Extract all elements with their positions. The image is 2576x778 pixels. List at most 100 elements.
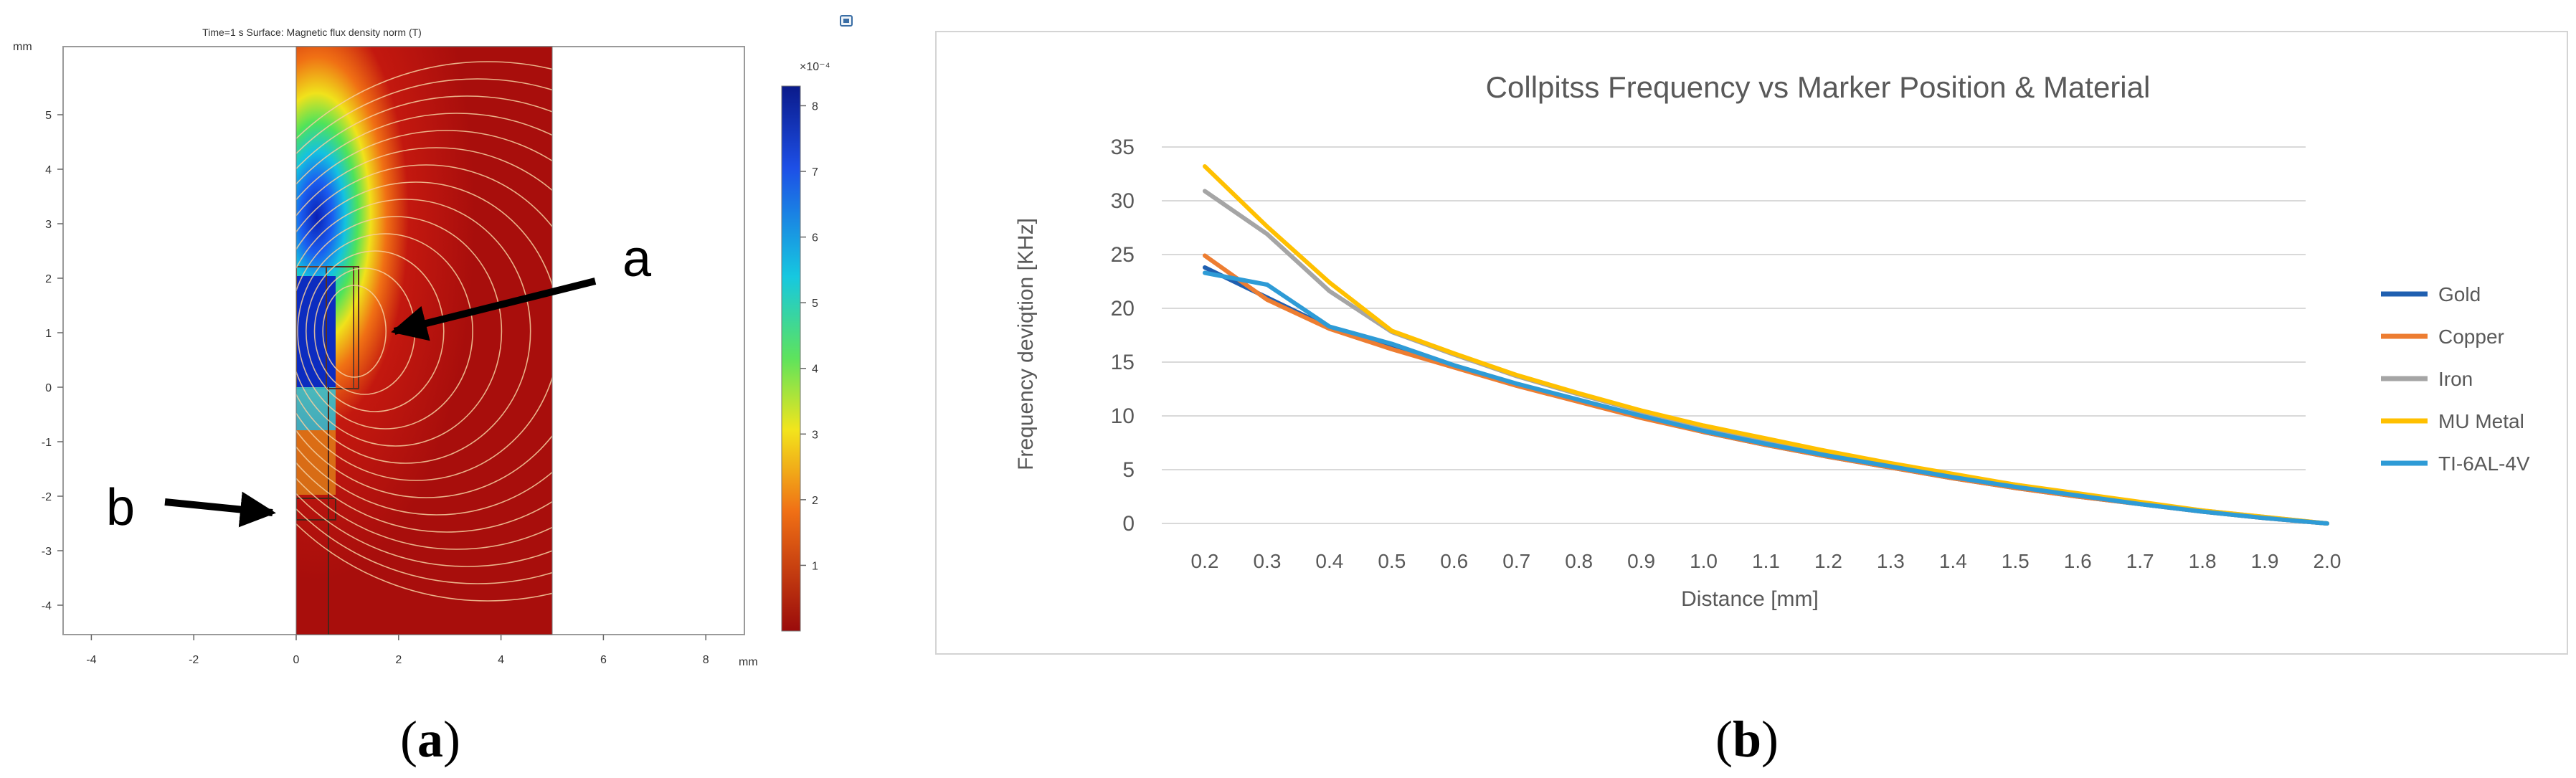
y-tick-label: 20 — [1111, 297, 1135, 321]
y-tick-label: -4 — [42, 600, 52, 612]
x-tick-label: 1.3 — [1877, 550, 1905, 572]
colorbar-scale: 8 7 6 5 4 3 2 1 — [800, 100, 818, 572]
colorbar-tick-label: 6 — [812, 232, 818, 245]
x-tick-label: 1.0 — [1690, 550, 1718, 572]
x-tick-label: 0.8 — [1565, 550, 1593, 572]
x-tick-label: 1.9 — [2251, 550, 2279, 572]
field-contour — [296, 78, 552, 584]
y-tick-label: 2 — [45, 273, 52, 285]
y-tick-label: 25 — [1111, 243, 1135, 267]
panel-a-y-axis: 5 4 3 2 1 0 -1 -2 -3 -4 — [42, 110, 63, 612]
x-tick-label: 4 — [498, 654, 504, 666]
chart-x-axis: 0.2 0.3 0.4 0.5 0.6 0.7 0.8 0.9 1.0 1.1 1.2 1.3 1.4 1… — [1191, 550, 2341, 572]
colorbar-tick-label: 2 — [812, 495, 818, 507]
x-axis-label: Distance [mm] — [1681, 587, 1819, 611]
panel-a-header: Time=1 s Surface: Magnetic flux density … — [202, 27, 422, 38]
x-tick-label: 1.8 — [2189, 550, 2217, 572]
y-tick-label: 1 — [45, 328, 52, 340]
x-tick-label: 0.7 — [1502, 550, 1530, 572]
x-tick-label: -2 — [189, 654, 199, 666]
x-tick-label: 0.9 — [1627, 550, 1655, 572]
y-tick-label: -2 — [42, 491, 52, 503]
annotation-a: a — [622, 230, 652, 288]
y-tick-label: 35 — [1111, 136, 1135, 159]
panel-b-caption: (b) — [1715, 710, 1779, 769]
panel-a-x-unit: mm — [739, 656, 758, 668]
field-contour — [296, 181, 552, 481]
caption-letter: b — [1732, 711, 1762, 768]
colorbar-tick-label: 3 — [812, 429, 818, 441]
x-tick-label: 0.2 — [1191, 550, 1219, 572]
x-tick-label: 1.1 — [1752, 550, 1780, 572]
colorbar-tick-label: 7 — [812, 166, 818, 179]
y-tick-label: 30 — [1111, 189, 1135, 213]
x-tick-label: 0.4 — [1315, 550, 1343, 572]
panel-a-x-axis: -4 -2 0 2 4 6 8 — [86, 635, 709, 666]
x-tick-label: 6 — [600, 654, 607, 666]
field-contour — [296, 61, 552, 602]
y-tick-label: -1 — [42, 437, 52, 449]
x-tick-label: 0 — [293, 654, 300, 666]
x-tick-label: -4 — [86, 654, 96, 666]
chart-legend: Gold Copper Iron MU Metal TI-6AL-4V — [2381, 283, 2530, 475]
field-contour — [297, 233, 473, 430]
x-tick-label: 0.3 — [1253, 550, 1281, 572]
x-tick-label: 1.2 — [1814, 550, 1842, 572]
caption-close-paren: ) — [442, 711, 460, 768]
legend-label: MU Metal — [2438, 410, 2524, 432]
x-tick-label: 1.4 — [1939, 550, 1967, 572]
colorbar-exponent: ×10⁻⁴ — [800, 61, 830, 73]
x-tick-label: 2.0 — [2314, 550, 2341, 572]
y-tick-label: 0 — [45, 382, 52, 394]
caption-open-paren: ( — [1715, 711, 1733, 768]
annotation-b: b — [106, 479, 135, 536]
field-contour — [296, 164, 552, 498]
chart-y-axis: 0 5 10 15 20 25 30 35 — [1111, 136, 1135, 536]
chart-frame — [935, 31, 2568, 655]
panel-a-y-unit: mm — [13, 41, 32, 53]
field-contour — [305, 250, 445, 412]
colorbar-tick-label: 8 — [812, 100, 818, 113]
caption-close-paren: ) — [1761, 711, 1779, 768]
field-contour — [296, 95, 552, 567]
x-tick-label: 1.6 — [2064, 550, 2092, 572]
y-tick-label: 5 — [45, 110, 52, 122]
legend-label: Gold — [2438, 283, 2481, 305]
restore-icon[interactable] — [840, 15, 853, 27]
legend-label: Copper — [2438, 326, 2504, 348]
arrow-a — [391, 277, 597, 341]
field-contour — [296, 147, 552, 516]
colorbar-tick-label: 1 — [812, 560, 818, 572]
x-tick-label: 1.5 — [2002, 550, 2030, 572]
x-tick-label: 1.7 — [2126, 550, 2154, 572]
x-tick-label: 0.5 — [1378, 550, 1406, 572]
field-contour — [296, 130, 552, 533]
panel-a-caption: (a) — [400, 710, 460, 769]
y-tick-label: -3 — [42, 546, 52, 558]
y-tick-label: 0 — [1122, 512, 1135, 536]
x-tick-label: 8 — [703, 654, 709, 666]
magnetic-field-surface — [296, 47, 552, 635]
colorbar-tick-label: 4 — [812, 364, 818, 376]
field-contour — [296, 216, 503, 447]
field-contour — [322, 285, 387, 378]
legend-label: TI-6AL-4V — [2438, 452, 2530, 475]
x-tick-label: 0.6 — [1440, 550, 1468, 572]
arrow-b — [164, 491, 276, 528]
y-tick-label: 3 — [45, 219, 52, 231]
y-tick-label: 5 — [1122, 458, 1135, 482]
panel-b: Collpitss Frequency vs Marker Position &… — [935, 31, 2568, 655]
caption-open-paren: ( — [400, 711, 417, 768]
x-tick-label: 2 — [395, 654, 402, 666]
series-line-ti-6al-4v — [1203, 270, 2329, 526]
y-tick-label: 10 — [1111, 404, 1135, 428]
colorbar — [781, 85, 801, 632]
field-contour — [296, 113, 552, 550]
marker-core — [296, 276, 336, 387]
y-tick-label: 15 — [1111, 351, 1135, 374]
field-contour — [296, 199, 531, 464]
y-tick-label: 4 — [45, 164, 52, 176]
colorbar-tick-label: 5 — [812, 298, 818, 310]
legend-label: Iron — [2438, 368, 2473, 390]
